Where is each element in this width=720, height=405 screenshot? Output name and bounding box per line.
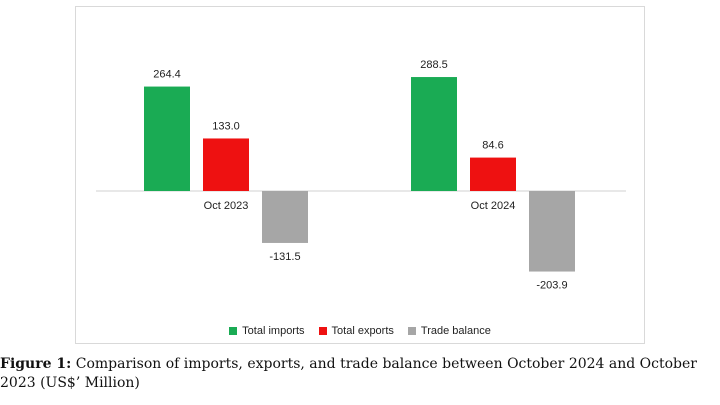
data-label: -131.5 [269, 251, 300, 263]
legend-item-total-exports: Total exports [318, 325, 394, 337]
bar-total-exports-1 [470, 157, 516, 191]
legend-label-trade-balance: Trade balance [420, 325, 491, 337]
bar-trade-balance-0 [262, 191, 308, 243]
legend-swatch-total-imports [229, 327, 238, 335]
data-label: -203.9 [536, 280, 567, 292]
bar-total-imports-1 [411, 77, 457, 191]
data-label: 264.4 [153, 69, 181, 81]
legend-label-total-exports: Total exports [331, 325, 394, 337]
category-label: Oct 2024 [471, 200, 516, 212]
caption-text: Comparison of imports, exports, and trad… [0, 356, 697, 391]
legend-swatch-trade-balance [407, 327, 416, 335]
bar-chart: 264.4 133.0 -131.5 Oct 2023 288.5 84.6 -203.9 O… [96, 59, 626, 292]
legend-swatch-total-exports [318, 327, 327, 335]
legend-item-trade-balance: Trade balance [407, 325, 491, 337]
bar-total-exports-0 [203, 138, 249, 191]
data-label: 133.0 [212, 120, 240, 132]
bar-total-imports-0 [144, 86, 190, 191]
bar-trade-balance-1 [529, 191, 575, 272]
legend-item-total-imports: Total imports [229, 325, 305, 337]
category-label: Oct 2023 [204, 200, 249, 212]
caption-lead: Figure 1: [0, 356, 72, 372]
data-label: 84.6 [482, 140, 503, 152]
chart-legend: Total imports Total exports Trade balanc… [76, 323, 644, 339]
legend-label-total-imports: Total imports [242, 325, 305, 337]
data-label: 288.5 [420, 59, 448, 71]
chart-container: 264.4 133.0 -131.5 Oct 2023 288.5 84.6 -203.9 O… [75, 6, 645, 344]
figure-caption: Figure 1: Comparison of imports, exports… [0, 355, 720, 393]
